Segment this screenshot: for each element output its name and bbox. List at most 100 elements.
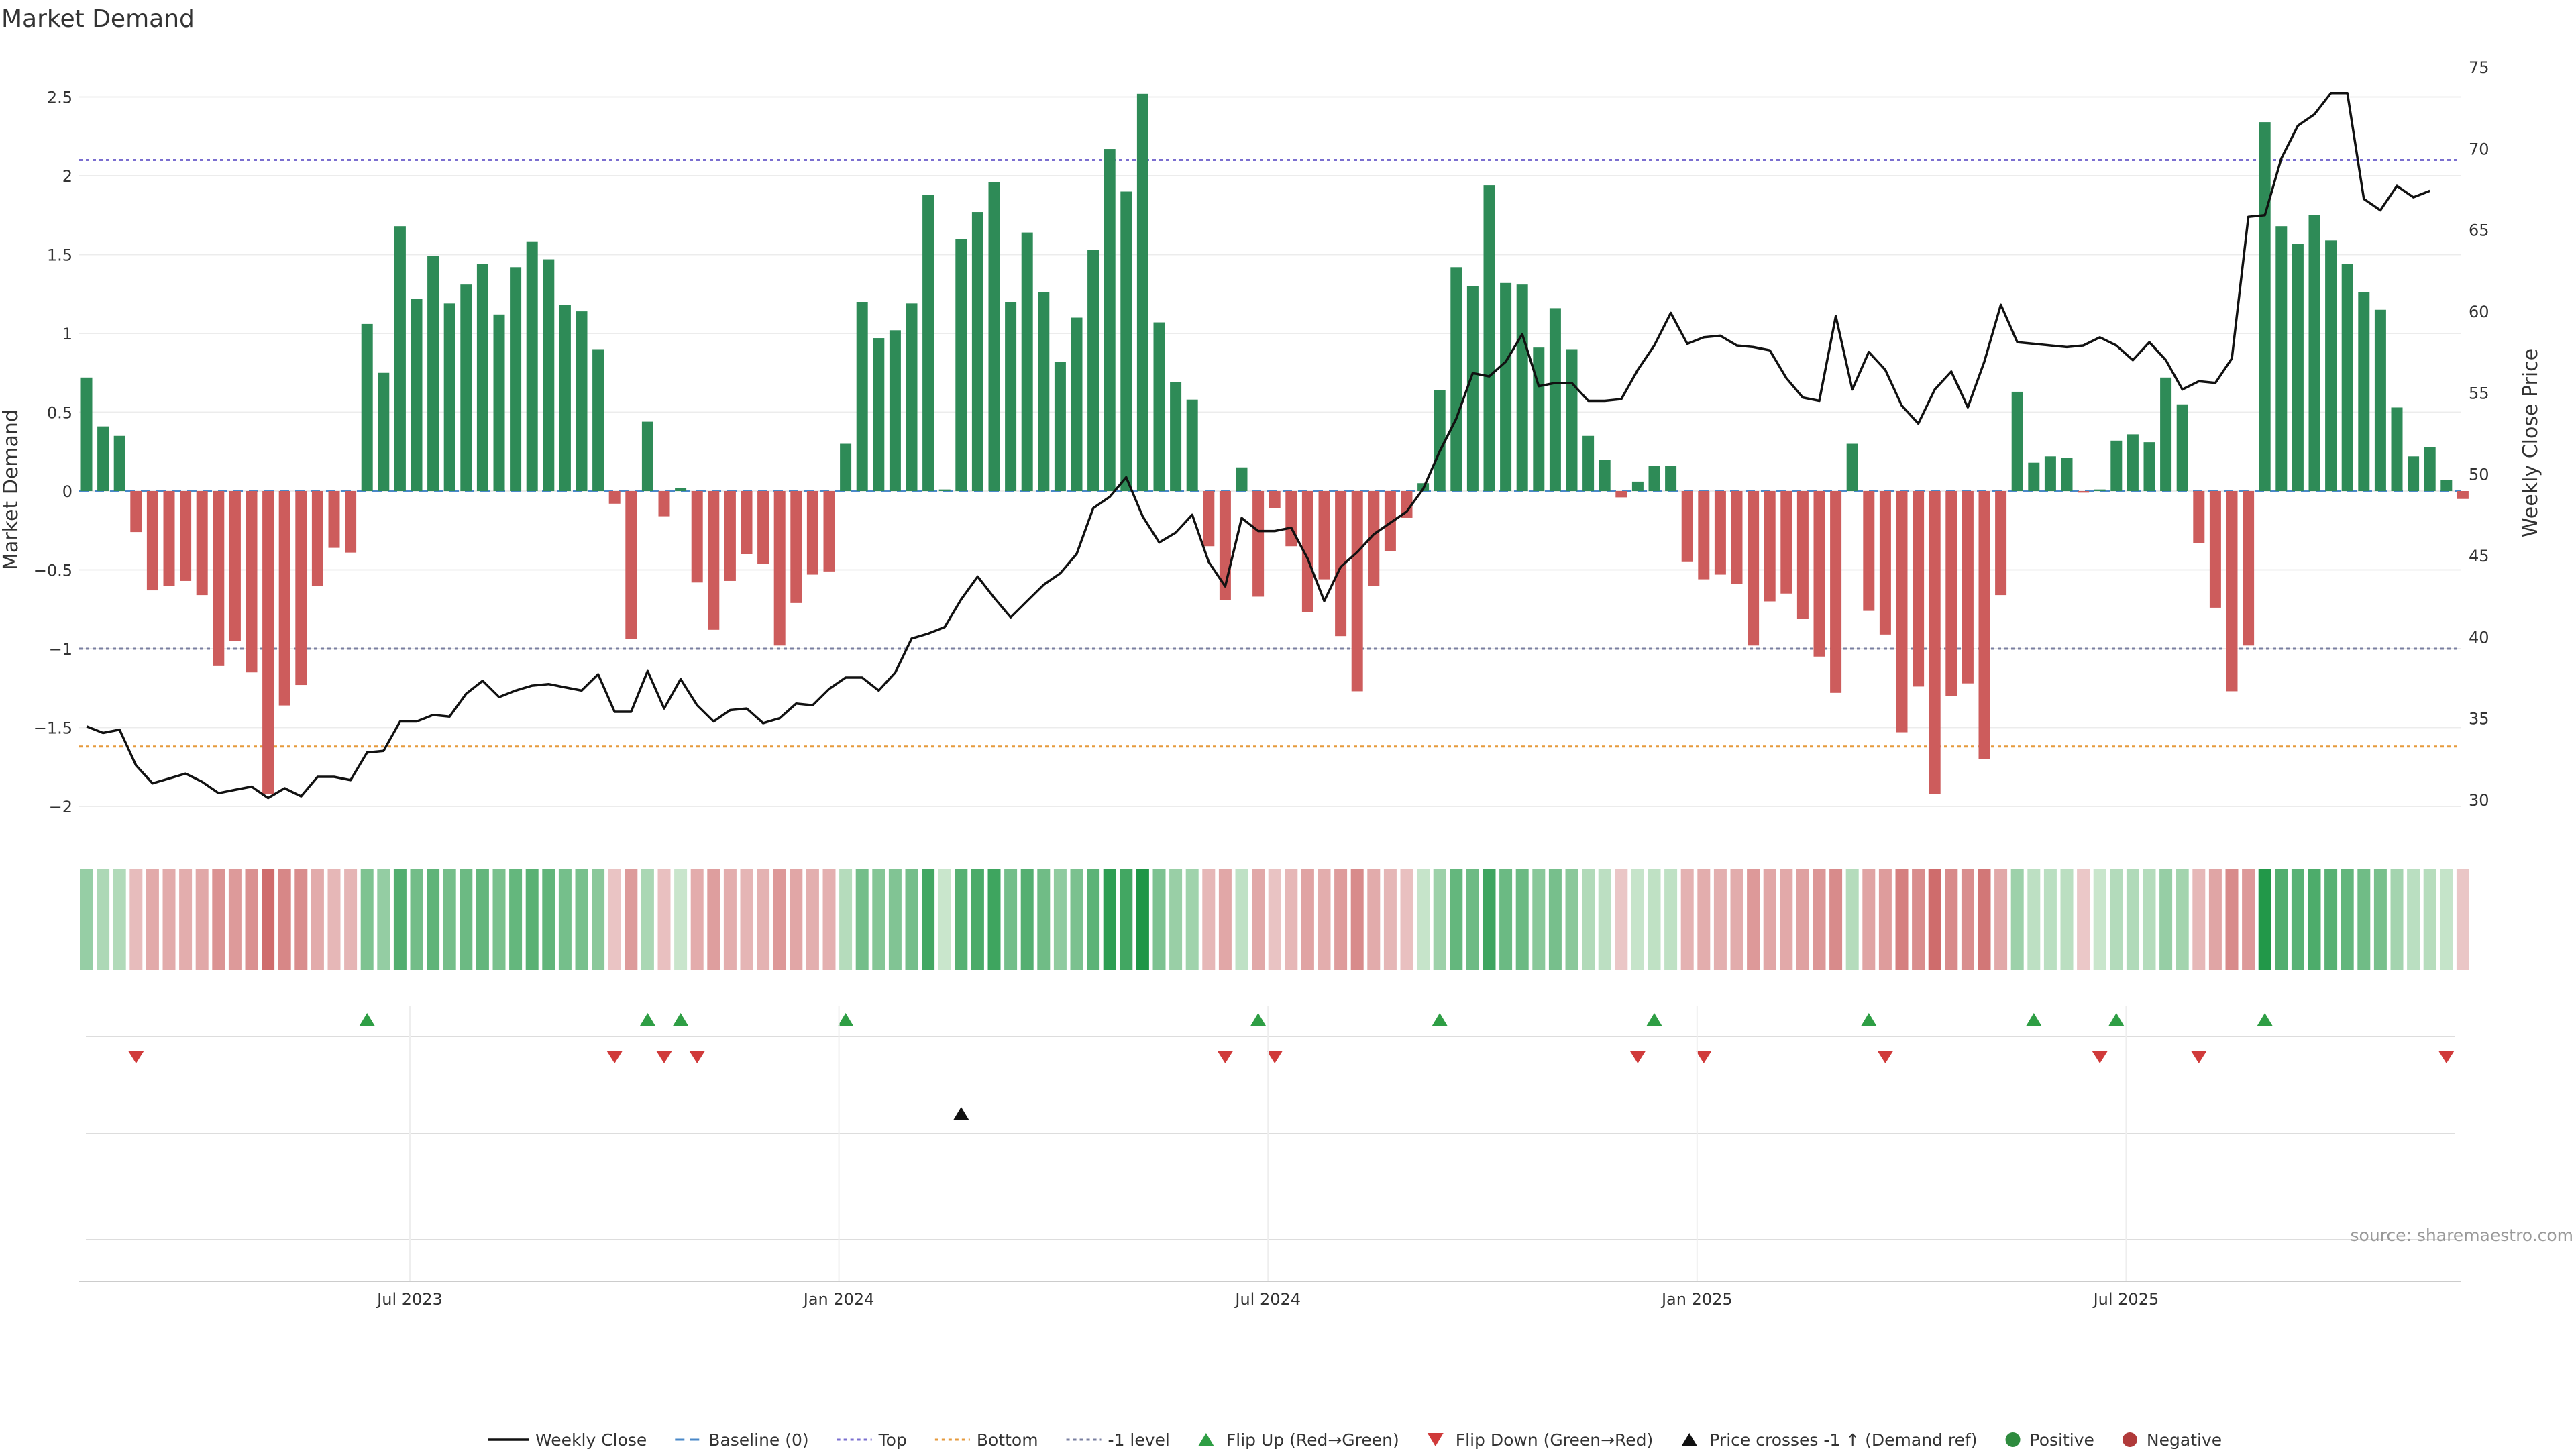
demand-bar (1500, 282, 1512, 491)
demand-bar (1170, 382, 1182, 491)
demand-bar (2391, 407, 2403, 491)
heat-cell (806, 869, 819, 970)
x-tick-label: Jul 2023 (376, 1290, 443, 1309)
legend-item: Negative (2122, 1430, 2222, 1449)
demand-bar (1945, 491, 1957, 696)
price-cross-panel (86, 1107, 2455, 1134)
flip-down-marker (1217, 1051, 1234, 1063)
demand-bar (1252, 491, 1265, 597)
flip-down-marker (1877, 1051, 1894, 1063)
legend-label: Top (878, 1430, 907, 1449)
demand-bar (576, 311, 588, 491)
heat-cell (2357, 869, 2371, 970)
heat-cell (905, 869, 918, 970)
demand-bar (1549, 308, 1561, 491)
demand-bar (856, 302, 868, 491)
demand-bar (1071, 317, 1083, 491)
heat-cell (278, 869, 291, 970)
y-tick-label: 1.5 (47, 246, 72, 265)
legend-label: Bottom (977, 1430, 1038, 1449)
demand-bar (724, 491, 736, 581)
demand-bar (1038, 292, 1050, 491)
demand-bar (1384, 491, 1396, 551)
y-tick-label: 1 (62, 325, 72, 343)
heat-cell (1961, 869, 1974, 970)
heat-cell (1483, 869, 1496, 970)
heat-cell (1780, 869, 1793, 970)
demand-bar (1450, 267, 1462, 491)
heat-cell (1664, 869, 1678, 970)
heat-cell (641, 869, 654, 970)
demand-bar (2209, 491, 2221, 608)
heat-cell (2225, 869, 2239, 970)
demand-bars (80, 93, 2469, 794)
demand-bar (1466, 286, 1479, 491)
demand-bar (790, 491, 802, 603)
heat-cell (2440, 869, 2453, 970)
heat-cell (1285, 869, 1298, 970)
demand-bar (1796, 491, 1809, 619)
heat-cell (2275, 869, 2288, 970)
heat-cell (162, 869, 176, 970)
demand-bar (889, 330, 901, 491)
demand-bar (2341, 264, 2353, 491)
heat-cell (1136, 869, 1149, 970)
demand-bar (2160, 377, 2172, 491)
demand-bar (361, 323, 373, 491)
demand-bar (873, 338, 885, 491)
left-y-axis: 2.5 2 1.5 1 0.5 0 −0.5 −1 −1.5 −2 (34, 89, 72, 817)
y2-tick-label: 65 (2469, 221, 2489, 240)
demand-bar (806, 491, 818, 575)
heat-cell (740, 869, 753, 970)
heat-cell (212, 869, 225, 970)
demand-bar (1863, 491, 1875, 611)
heat-cell (393, 869, 407, 970)
heat-cell (2242, 869, 2255, 970)
flip-down-marker (606, 1051, 623, 1063)
x-tick-label: Jan 2025 (1660, 1290, 1733, 1309)
heat-cell (1070, 869, 1083, 970)
x-tick-label: Jan 2024 (802, 1290, 875, 1309)
demand-bar (1962, 491, 1974, 684)
flip-up-marker (2257, 1013, 2273, 1026)
demand-bar (2275, 226, 2288, 491)
demand-bar (1582, 435, 1595, 491)
heat-cell (2159, 869, 2173, 970)
heat-cell (427, 869, 440, 970)
heat-cell (558, 869, 572, 970)
demand-bar (773, 491, 786, 646)
heat-cell (1598, 869, 1611, 970)
demand-bar (394, 226, 406, 491)
heat-cell (2060, 869, 2074, 970)
heat-cell (294, 869, 308, 970)
demand-bar (510, 267, 522, 491)
heat-cell (1202, 869, 1216, 970)
demand-bar (2044, 456, 2056, 491)
demand-bar (97, 426, 109, 491)
heat-cell (1367, 869, 1381, 970)
demand-bar (2110, 440, 2123, 491)
demand-bar (1153, 322, 1165, 491)
legend-circle-icon (2005, 1432, 2021, 1447)
flip-up-marker (2108, 1013, 2125, 1026)
y-tick-label: 2.5 (47, 89, 72, 107)
demand-bar (1186, 399, 1198, 491)
demand-bar (2374, 309, 2386, 491)
flip-up-marker (639, 1013, 656, 1026)
heat-cell (872, 869, 885, 970)
demand-heat-strip (80, 869, 2469, 970)
legend-label: Positive (2030, 1430, 2094, 1449)
heat-cell (262, 869, 275, 970)
heat-cell (1615, 869, 1628, 970)
demand-bar (2078, 491, 2090, 493)
source-credit: source: sharemaestro.com (2351, 1226, 2574, 1245)
heat-cell (938, 869, 951, 970)
demand-bar (971, 212, 983, 491)
demand-bar (1054, 362, 1066, 491)
chart-title: Market Demand (1, 5, 195, 33)
demand-bar (955, 239, 967, 491)
demand-bar (2358, 292, 2370, 491)
heat-cell (1697, 869, 1711, 970)
flip-down-marker (2092, 1051, 2108, 1063)
heat-cell (228, 869, 241, 970)
